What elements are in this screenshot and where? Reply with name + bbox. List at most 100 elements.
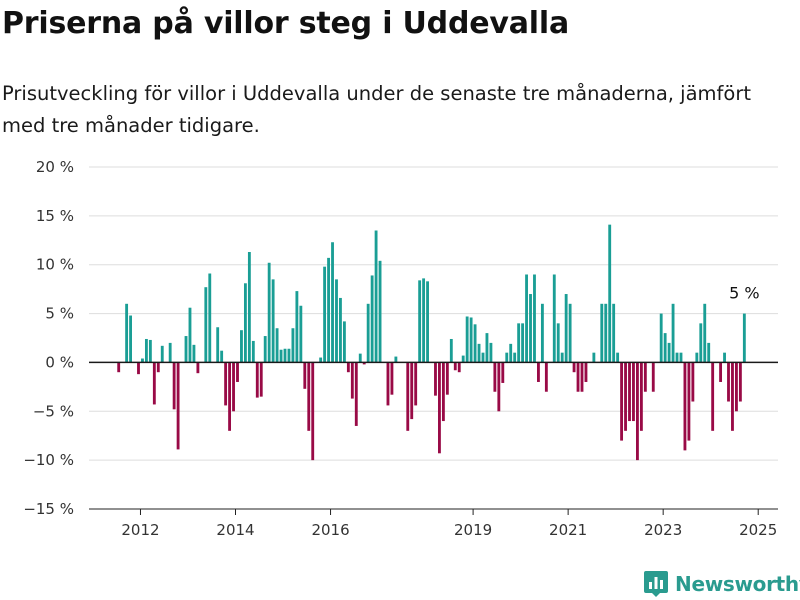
bar [608, 224, 612, 363]
bar [735, 362, 738, 412]
bar [251, 340, 255, 363]
bar [604, 303, 608, 363]
bar [568, 303, 572, 363]
bar [738, 362, 742, 402]
bar [224, 362, 228, 406]
bar [449, 338, 453, 363]
bar [410, 362, 414, 420]
bar [216, 327, 220, 363]
bar [434, 362, 437, 396]
chart-title: Priserna på villor steg i Uddevalla [2, 6, 569, 41]
bar [509, 343, 513, 363]
bar [426, 281, 429, 363]
bar [540, 303, 544, 363]
bar [707, 342, 711, 363]
bar [303, 362, 307, 389]
bar [267, 262, 271, 363]
bar [580, 362, 584, 392]
x-tick-label: 2019 [454, 521, 492, 539]
bar [465, 316, 469, 363]
bar [461, 355, 465, 363]
bar [422, 278, 426, 363]
bar [370, 275, 374, 363]
y-tick-label: 5 % [45, 305, 74, 323]
bar [457, 362, 461, 373]
bar [505, 352, 509, 363]
bar [560, 352, 564, 363]
bar [414, 362, 418, 406]
bar [259, 362, 263, 397]
bar [497, 362, 501, 412]
bar [699, 323, 703, 363]
bar [156, 362, 160, 373]
bar [358, 353, 362, 363]
bar [453, 362, 457, 371]
bar [366, 303, 370, 363]
bar [220, 350, 224, 363]
bar-layer [117, 224, 746, 461]
bar [184, 336, 188, 363]
bar [271, 279, 275, 363]
bar [243, 283, 247, 363]
bar [533, 274, 536, 363]
bar [192, 344, 196, 363]
bar [406, 362, 410, 431]
y-tick-label: 20 % [36, 158, 74, 176]
bar [632, 362, 635, 422]
bar [679, 352, 683, 363]
bar [663, 333, 667, 363]
bar [148, 339, 152, 363]
bar [354, 362, 358, 426]
bar [255, 362, 259, 398]
bar [521, 323, 525, 363]
x-tick-label: 2025 [739, 521, 777, 539]
bar [418, 280, 422, 363]
bar [711, 362, 715, 431]
bar [279, 349, 283, 363]
bar [188, 307, 192, 363]
bar [137, 362, 140, 375]
bar [117, 362, 121, 373]
bar [247, 252, 251, 363]
bar [667, 342, 671, 363]
bar [517, 323, 521, 363]
y-tick-label: 0 % [45, 353, 74, 371]
bar [176, 362, 180, 450]
bar [125, 303, 129, 363]
bar [141, 358, 144, 363]
bar [160, 345, 164, 363]
bar [283, 348, 287, 363]
bar [723, 352, 726, 363]
x-tick-label: 2021 [549, 521, 587, 539]
bar [168, 342, 172, 363]
bar [319, 357, 323, 363]
bar [350, 362, 354, 399]
bar [675, 352, 679, 363]
bar [299, 305, 303, 363]
bar [564, 294, 568, 363]
bar [636, 362, 639, 461]
bar [335, 279, 338, 363]
grid-layer [89, 166, 778, 510]
bar [485, 333, 489, 363]
bar [731, 362, 734, 431]
last-value-label: 5 % [729, 284, 759, 303]
bar [172, 362, 176, 410]
bar [742, 313, 746, 363]
bar [196, 362, 200, 374]
bar [683, 362, 687, 451]
bar [671, 303, 675, 363]
bar [727, 362, 730, 402]
bar [339, 297, 342, 363]
bar [481, 352, 485, 363]
bar [394, 356, 398, 363]
y-tick-label: −10 % [23, 451, 74, 469]
bar [616, 352, 620, 363]
bar [342, 321, 346, 363]
bar [639, 362, 643, 431]
bar [311, 362, 315, 461]
x-tick-label: 2023 [644, 521, 682, 539]
bar [556, 323, 560, 363]
bar [236, 362, 239, 382]
bar [331, 242, 334, 363]
